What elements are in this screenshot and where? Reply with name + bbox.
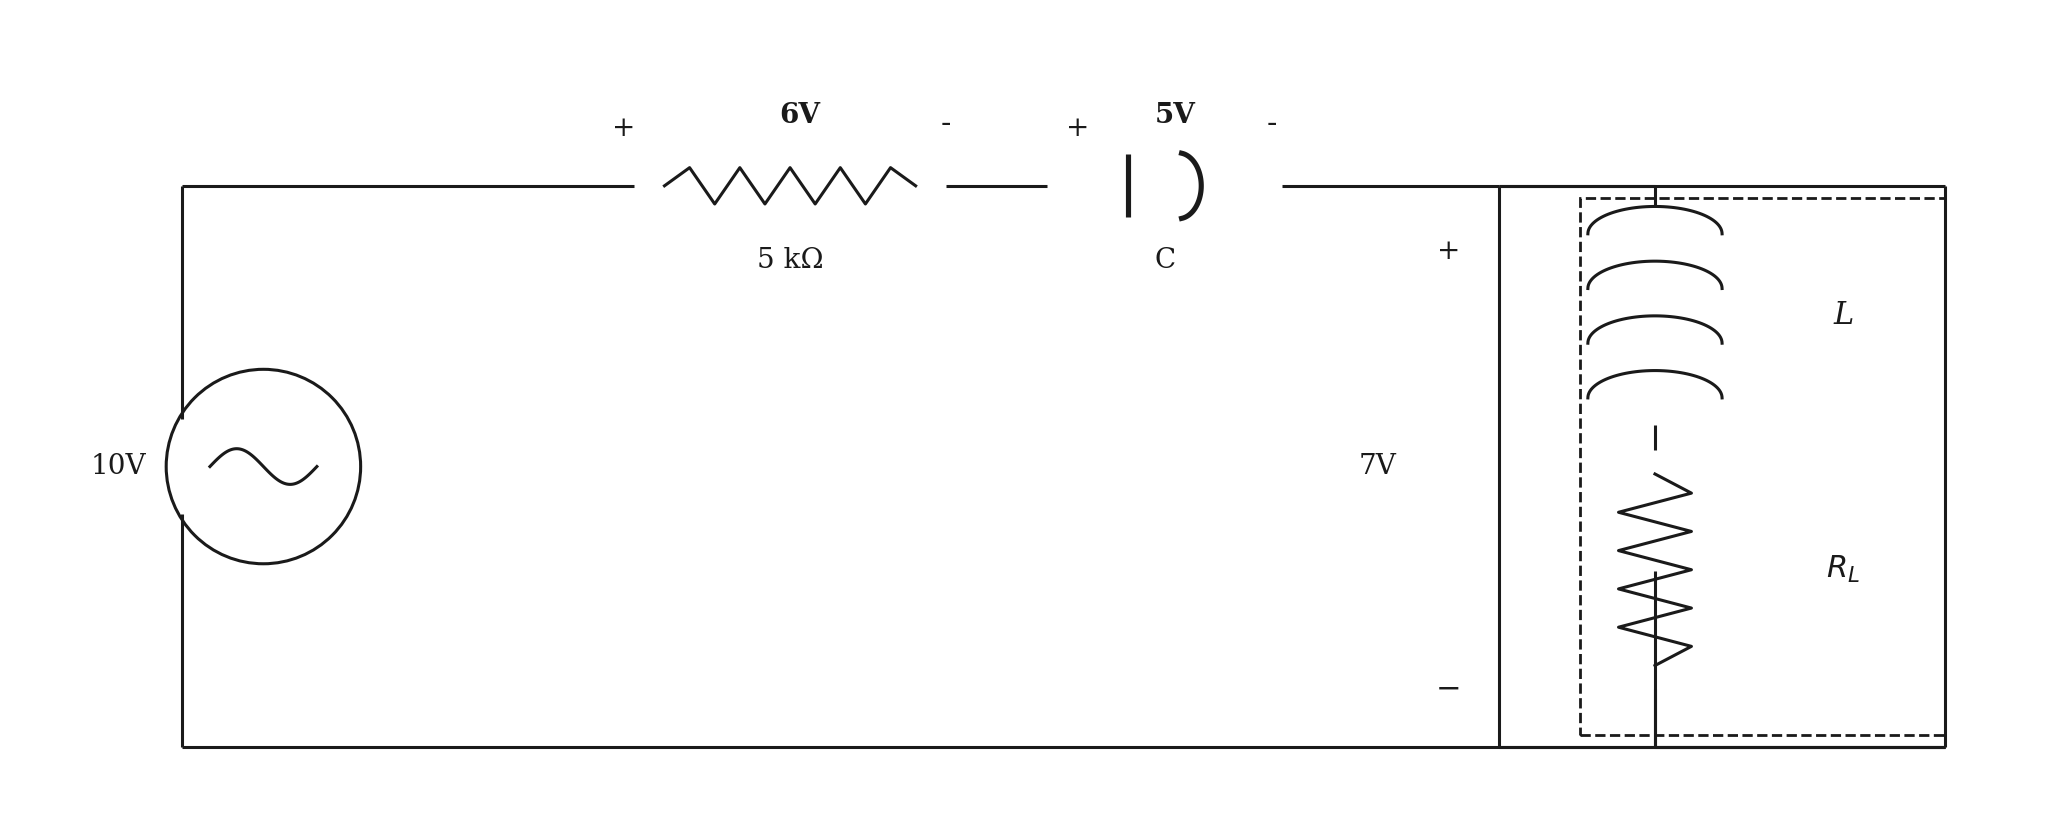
Text: L: L bbox=[1833, 300, 1854, 331]
Text: −: − bbox=[1436, 674, 1461, 705]
Text: -: - bbox=[941, 108, 951, 139]
Text: 6V: 6V bbox=[780, 102, 820, 129]
Text: 5 kΩ: 5 kΩ bbox=[757, 247, 822, 274]
Text: +: + bbox=[1066, 114, 1088, 142]
Text: +: + bbox=[612, 114, 636, 142]
Text: 10V: 10V bbox=[90, 453, 145, 480]
Text: 5V: 5V bbox=[1154, 102, 1195, 129]
Text: 7V: 7V bbox=[1359, 453, 1397, 480]
Text: -: - bbox=[1266, 108, 1277, 139]
Text: $R_L$: $R_L$ bbox=[1827, 555, 1860, 585]
Text: +: + bbox=[1436, 239, 1461, 265]
Bar bbox=[1580, 198, 1944, 735]
Text: C: C bbox=[1154, 247, 1174, 274]
